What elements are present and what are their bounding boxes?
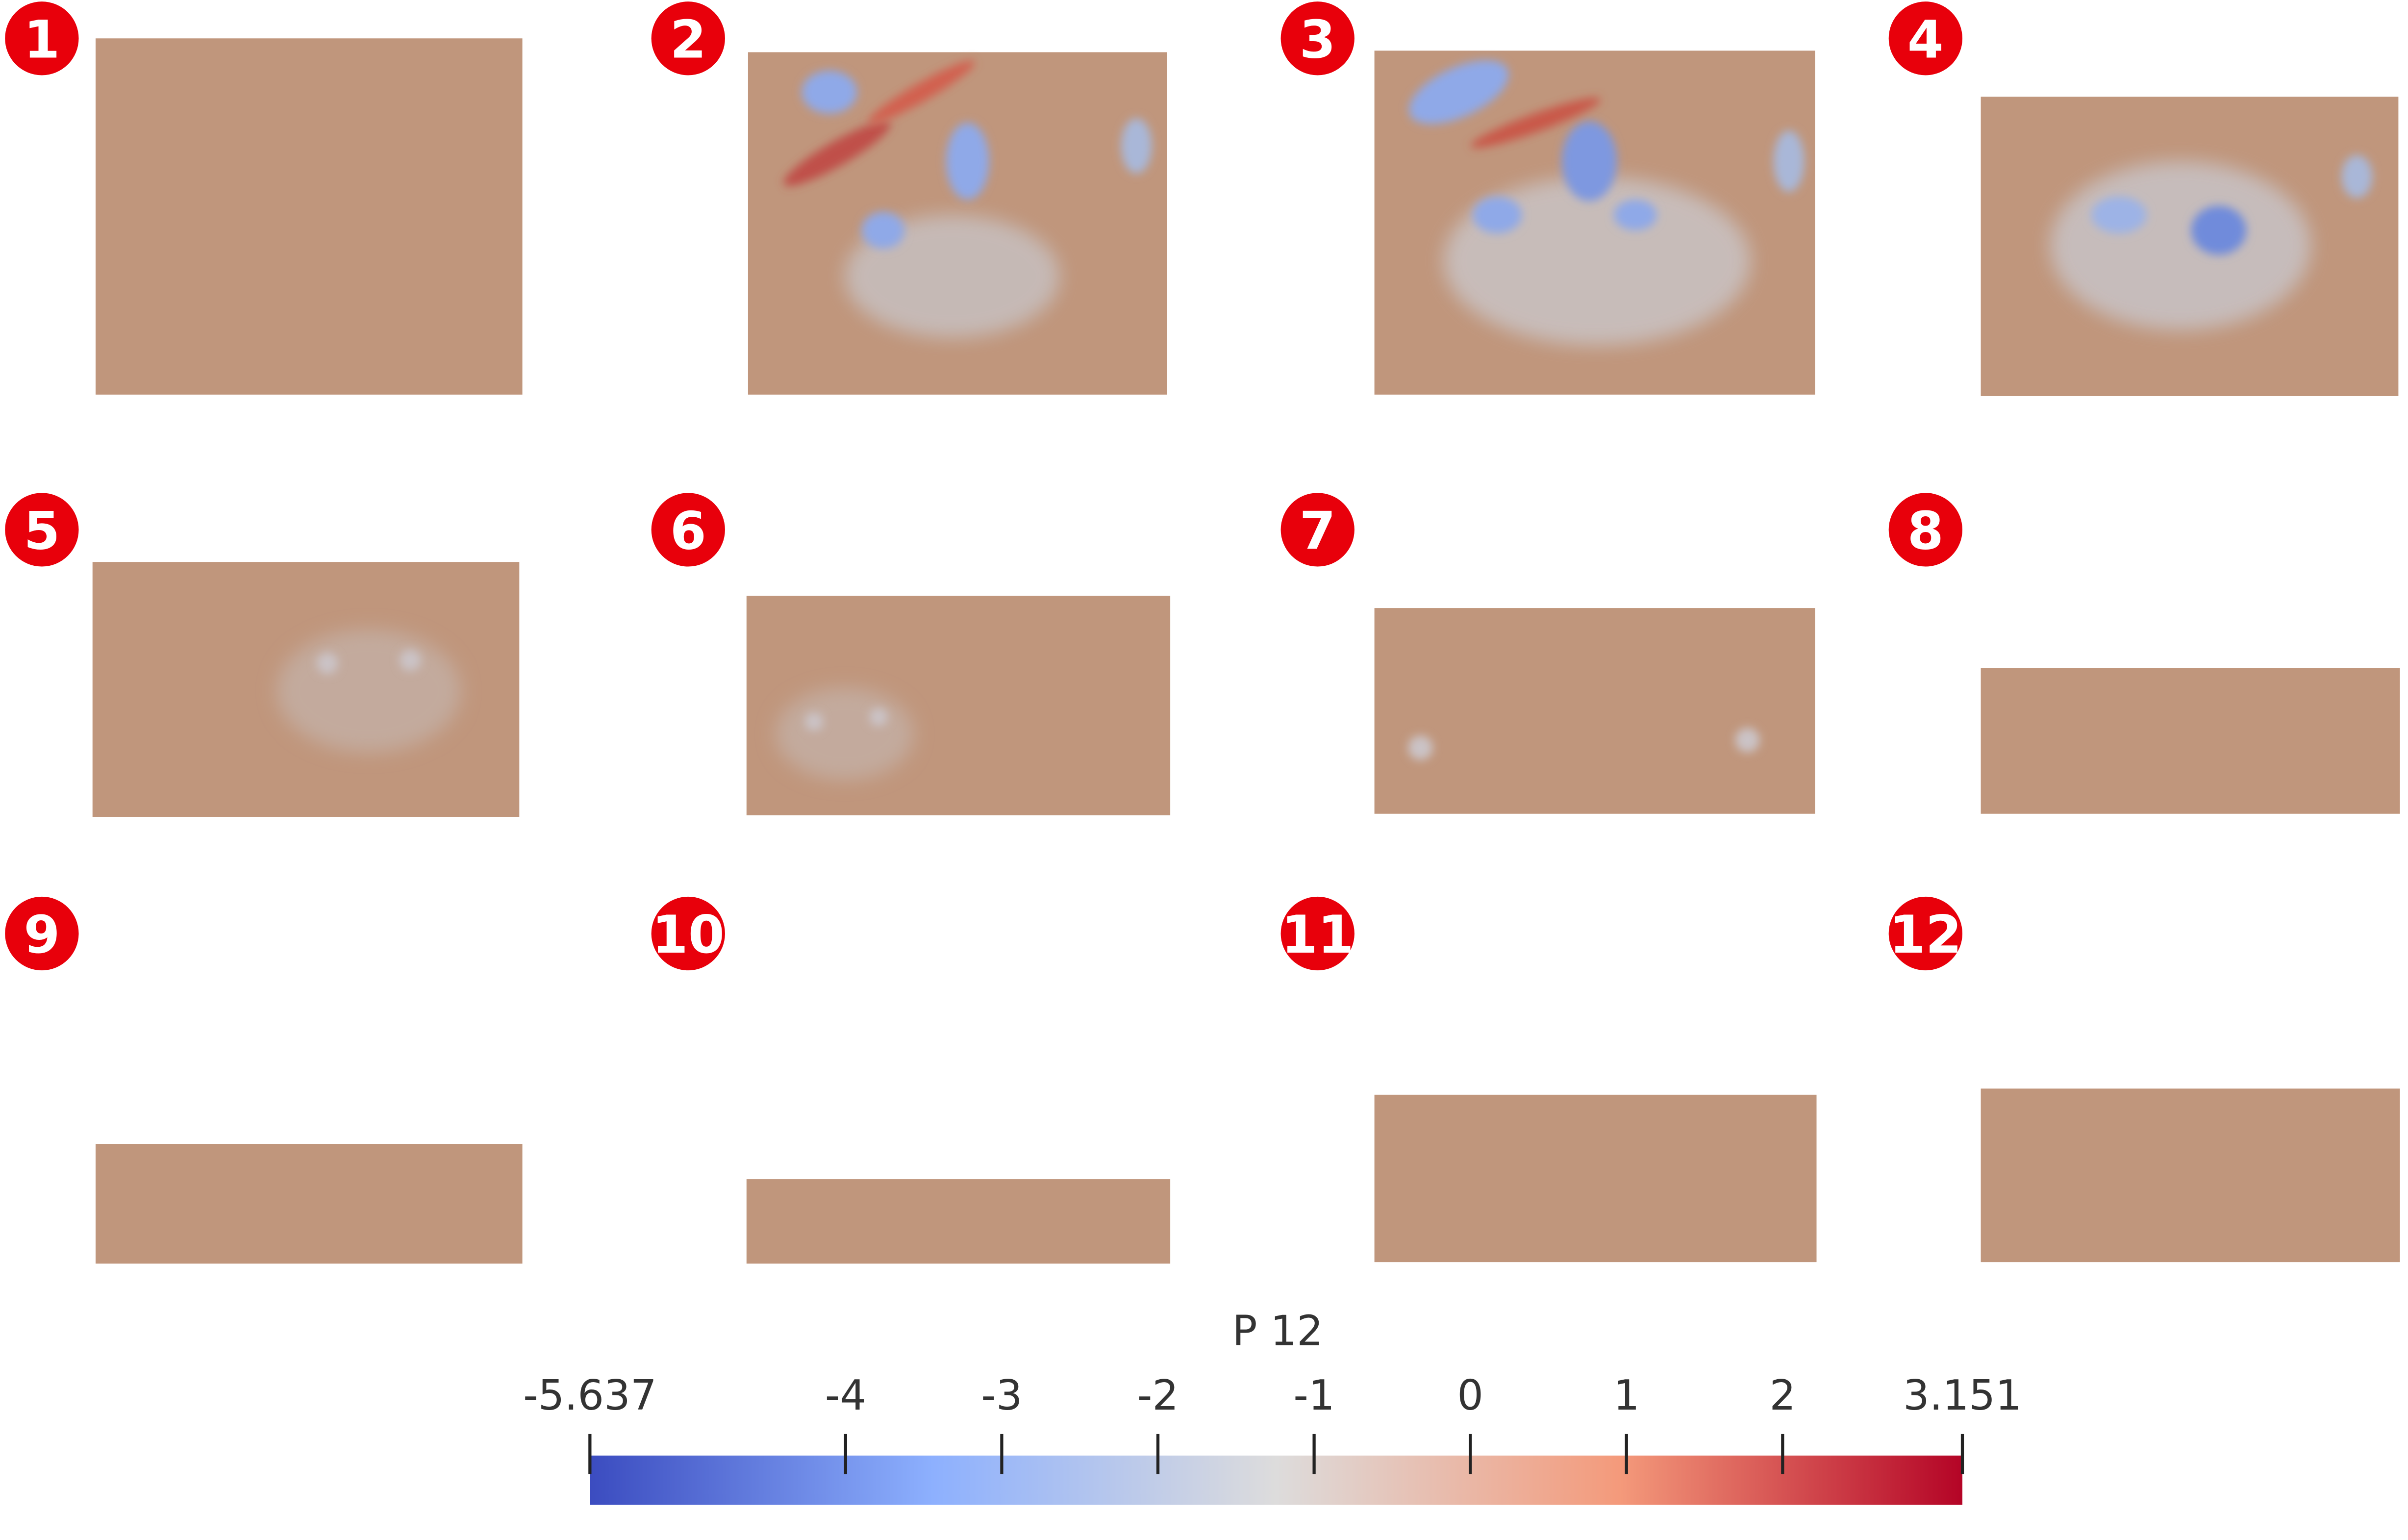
colorbar-tick-label: -2 bbox=[1137, 1371, 1179, 1419]
colorbar-tick-label: -3 bbox=[981, 1371, 1022, 1419]
colorbar-tick-label: 2 bbox=[1769, 1371, 1796, 1419]
badge bbox=[5, 493, 79, 567]
panel bbox=[95, 38, 523, 395]
badge bbox=[1888, 1, 1963, 76]
badge-label: 3 bbox=[1300, 9, 1336, 70]
panel bbox=[1374, 608, 1815, 814]
colorbar-tick-label: 1 bbox=[1613, 1371, 1640, 1419]
colorbar-tick-label: -4 bbox=[825, 1371, 866, 1419]
badge-label: 5 bbox=[24, 501, 60, 562]
badge bbox=[651, 493, 725, 567]
badge-label: 7 bbox=[1300, 501, 1336, 562]
badge-label: 11 bbox=[1281, 905, 1354, 965]
colorbar-title: P 12 bbox=[1232, 1307, 1323, 1355]
colorbar-tick-label: 3.151 bbox=[1903, 1371, 2022, 1419]
panel bbox=[95, 1144, 523, 1264]
badge bbox=[651, 896, 725, 971]
colorbar-tick-label: -1 bbox=[1293, 1371, 1334, 1419]
field-patterns bbox=[276, 60, 2373, 780]
badge-label: 1 bbox=[24, 9, 60, 70]
badge-label: 10 bbox=[652, 905, 725, 965]
badge-label: 8 bbox=[1907, 501, 1944, 562]
colorbar-tick-label: -5.637 bbox=[523, 1371, 657, 1419]
badge-label: 9 bbox=[24, 905, 60, 965]
colorbar: P 12 -5.637 -4 -3 -2 -1 0 1 2 3.151 bbox=[523, 1307, 2022, 1505]
panel bbox=[1981, 1088, 2400, 1262]
badge bbox=[1888, 896, 1963, 971]
badge bbox=[651, 1, 725, 76]
colorbar-gradient bbox=[590, 1455, 1963, 1505]
badge-label: 6 bbox=[670, 501, 706, 562]
panel bbox=[1981, 668, 2400, 814]
badge-label: 12 bbox=[1889, 905, 1962, 965]
badge bbox=[1888, 493, 1963, 567]
badge bbox=[1280, 896, 1354, 971]
badge bbox=[5, 1, 79, 76]
badge bbox=[1280, 493, 1354, 567]
badge-label: 2 bbox=[670, 9, 706, 70]
colorbar-tick-label: 0 bbox=[1457, 1371, 1483, 1419]
badge bbox=[5, 896, 79, 971]
panel bbox=[1374, 1094, 1817, 1262]
panel bbox=[746, 1179, 1171, 1264]
badges: 1 2 3 45 6 7 89 10 11 12 bbox=[5, 1, 1963, 971]
badge bbox=[1280, 1, 1354, 76]
badge-label: 4 bbox=[1907, 9, 1944, 70]
